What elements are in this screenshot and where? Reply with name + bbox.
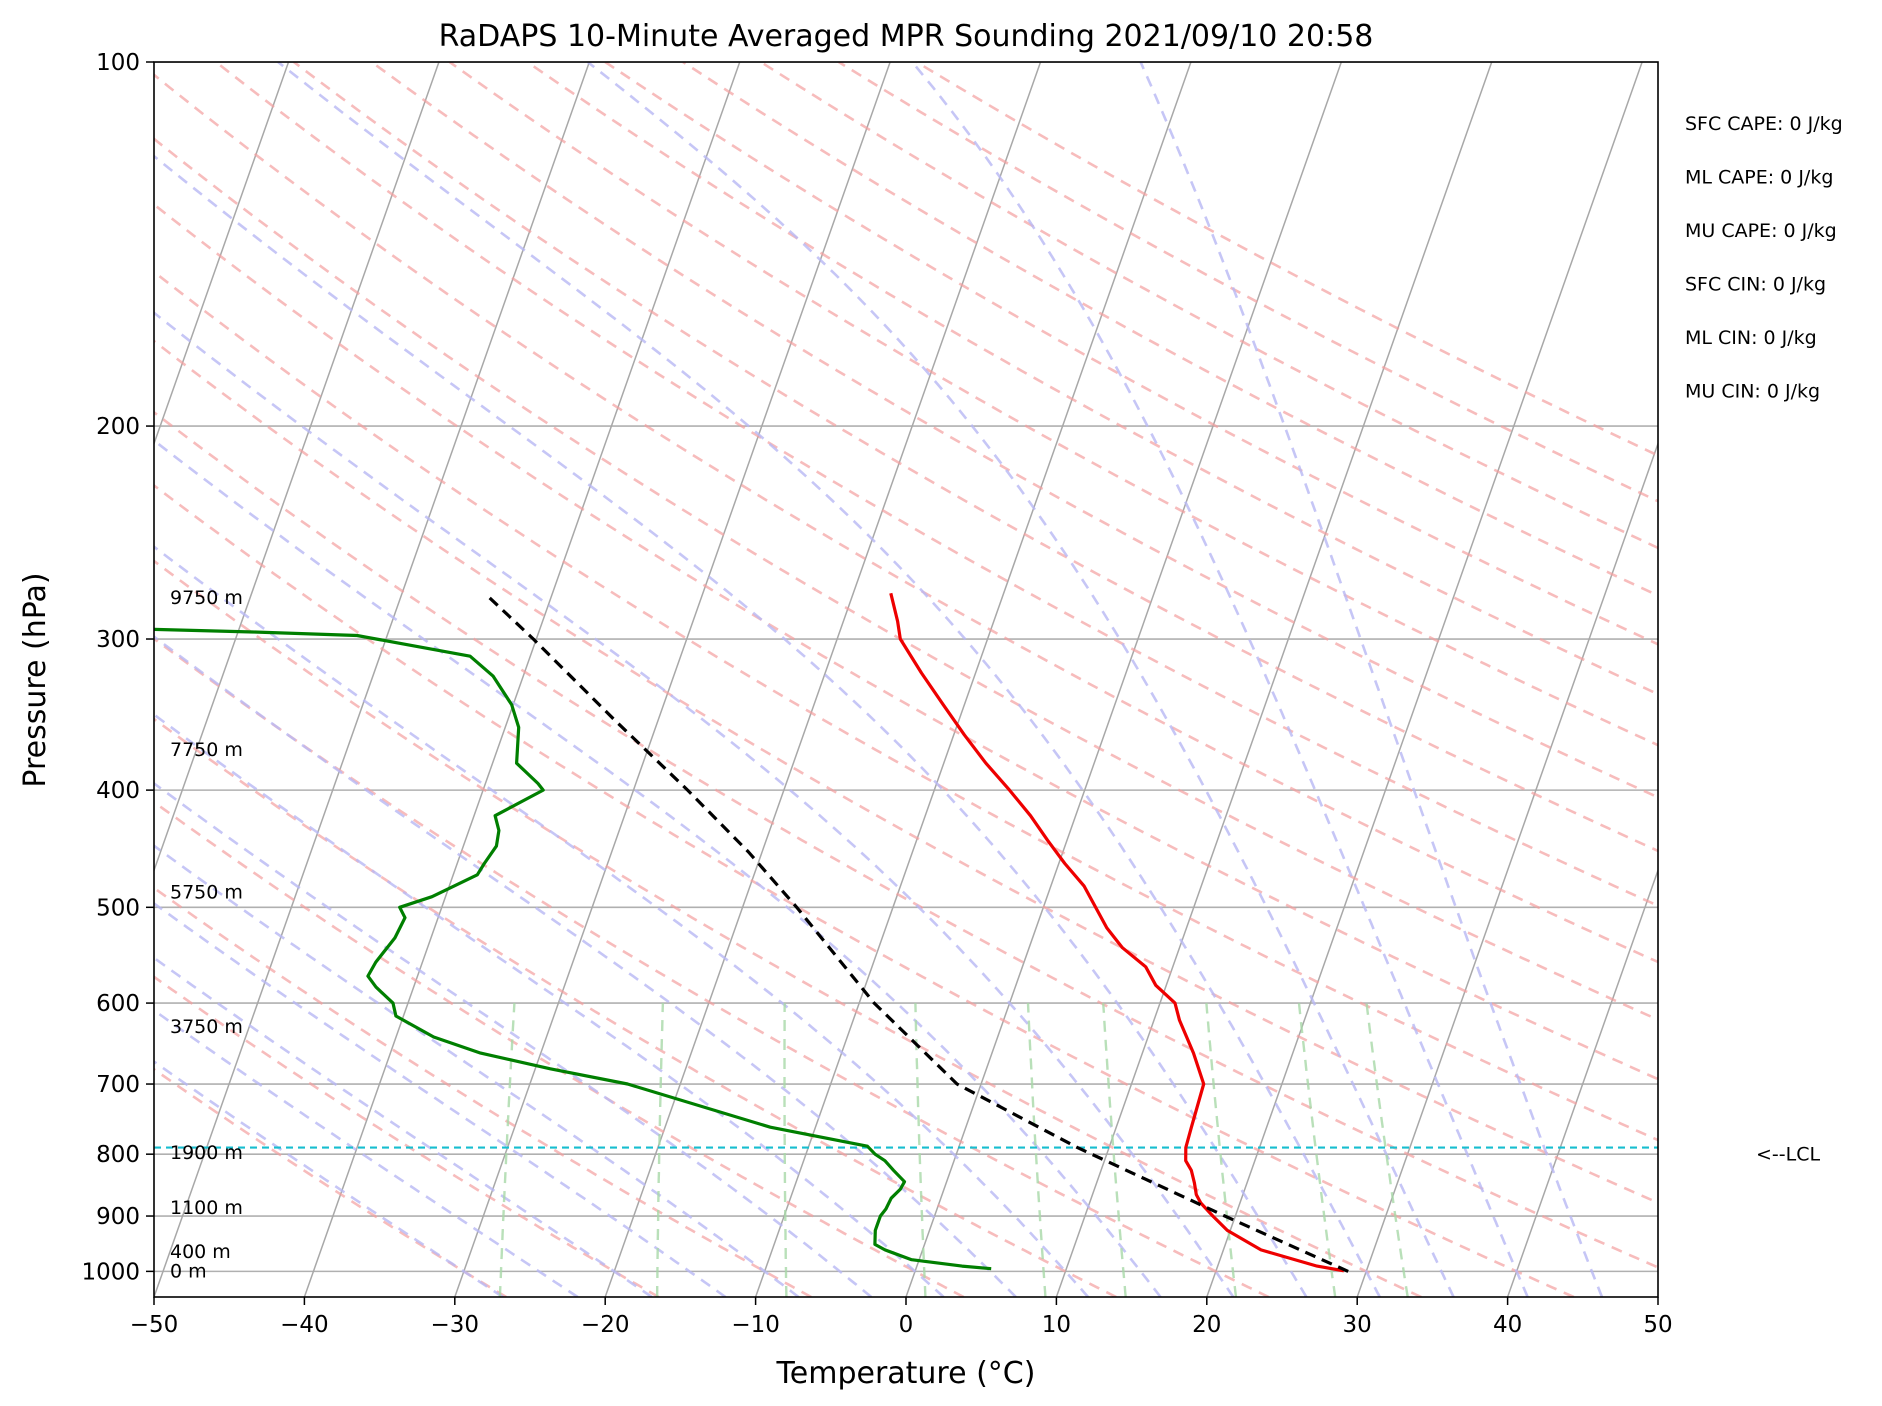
stability-index: MU CAPE: 0 J/kg — [1685, 220, 1837, 242]
isotherm-line — [303, 62, 741, 1297]
moist-adiabat-line — [1139, 62, 1604, 1297]
moist-adiabat-line — [154, 712, 945, 1297]
dry-adiabat-line — [154, 410, 1658, 1269]
dry-adiabat-line — [154, 559, 1422, 1297]
dry-adiabat-line — [154, 975, 660, 1297]
moist-adiabat-line — [154, 635, 1017, 1297]
dry-adiabat-line — [526, 62, 1658, 696]
moist-adiabat-line — [911, 62, 1529, 1297]
y-tick-label: 100 — [96, 50, 140, 76]
y-tick-label: 1000 — [81, 1259, 140, 1285]
mixing-ratio-line — [1026, 1003, 1047, 1297]
data-series — [154, 592, 1349, 1273]
x-tick-label: 10 — [1042, 1312, 1071, 1338]
x-tick-label: 0 — [899, 1312, 914, 1338]
height-label: 9750 m — [170, 587, 243, 609]
isotherm-line — [1206, 62, 1643, 1297]
isotherm-line — [154, 62, 290, 446]
y-tick-label: 500 — [96, 895, 140, 921]
dry-adiabat-line — [215, 62, 1658, 908]
isotherm-line — [1055, 62, 1493, 1297]
dry-adiabat-line — [448, 62, 1658, 747]
mixing-ratio-line — [1297, 1002, 1337, 1297]
height-label: 0 m — [170, 1260, 207, 1282]
y-tick-label: 300 — [96, 627, 140, 653]
x-tick-label: −20 — [581, 1312, 630, 1338]
moist-adiabat-line — [154, 1059, 504, 1297]
mixing-ratio-line — [1102, 1003, 1127, 1297]
x-axis-label: Temperature (°C) — [776, 1356, 1036, 1391]
isotherm-line — [754, 62, 1192, 1297]
mixing-ratio-line — [914, 1003, 927, 1297]
isotherm-line — [154, 62, 440, 873]
stability-index: MU CIN: 0 J/kg — [1685, 381, 1820, 403]
lcl-label: <--LCL — [1756, 1144, 1820, 1166]
stability-index: ML CAPE: 0 J/kg — [1685, 167, 1833, 189]
x-tick-label: −40 — [280, 1312, 329, 1338]
x-tick-label: 20 — [1192, 1312, 1221, 1338]
mixing-ratio-line — [655, 1003, 665, 1297]
isotherm-line — [1506, 868, 1658, 1297]
dry-adiabat-line — [604, 62, 1658, 646]
dry-adiabat-line — [154, 339, 1658, 1205]
y-tick-label: 600 — [96, 991, 140, 1017]
mixing-ratio-line — [498, 1003, 516, 1297]
y-tick-label: 200 — [96, 414, 140, 440]
x-tick-label: −50 — [130, 1312, 179, 1338]
moist-adiabat-line — [154, 545, 1090, 1297]
y-tick-label: 800 — [96, 1142, 140, 1168]
moist-adiabat-line — [586, 62, 1455, 1297]
y-tick-label: 900 — [96, 1204, 140, 1230]
height-label: 1100 m — [170, 1197, 243, 1219]
x-tick-label: 30 — [1343, 1312, 1372, 1338]
annotations: 9750 m 7750 m 5750 m 3750 m 1900 m 1100 m 400 … — [170, 113, 1843, 1282]
dewpoint-line — [154, 627, 992, 1271]
dry-adiabat-line — [154, 202, 1658, 1081]
isotherm-line — [454, 62, 891, 1297]
y-tick-label: 400 — [96, 778, 140, 804]
parcel-line — [483, 592, 1349, 1273]
moist-adiabat-line — [154, 956, 653, 1297]
dry-adiabat-line — [370, 62, 1658, 799]
moist-adiabat-line — [154, 901, 727, 1297]
mixing-ratio-line — [1205, 1003, 1238, 1297]
height-label: 7750 m — [170, 739, 243, 761]
moist-adiabat-line — [277, 62, 1381, 1297]
moist-adiabat-line — [154, 438, 1162, 1297]
background-lines — [154, 62, 1658, 1297]
mixing-ratio-line — [783, 1003, 788, 1297]
moist-adiabat-line — [154, 1008, 579, 1297]
dry-adiabat-line — [154, 137, 1658, 1022]
x-tick-label: −30 — [431, 1312, 480, 1338]
height-label: 400 m — [170, 1241, 231, 1263]
stability-index: SFC CIN: 0 J/kg — [1685, 274, 1826, 296]
stability-index: ML CIN: 0 J/kg — [1685, 327, 1817, 349]
height-label: 5750 m — [170, 881, 243, 903]
isotherm-line — [604, 62, 1042, 1297]
dry-adiabat-line — [154, 637, 1270, 1297]
isotherm-line — [154, 62, 591, 1297]
x-tick-label: −10 — [731, 1312, 780, 1338]
stability-index: SFC CAPE: 0 J/kg — [1685, 113, 1843, 135]
y-tick-label: 700 — [96, 1072, 140, 1098]
x-tick-label: 40 — [1493, 1312, 1522, 1338]
mixing-ratio-line — [1365, 1002, 1409, 1297]
height-label: 3750 m — [170, 1016, 243, 1038]
moist-adiabat-line — [154, 154, 1308, 1297]
moist-adiabat-line — [154, 844, 800, 1297]
temperature-line — [889, 592, 1345, 1273]
moist-adiabat-line — [154, 781, 873, 1297]
moist-adiabat-line — [154, 311, 1235, 1297]
x-tick-label: 50 — [1643, 1312, 1672, 1338]
height-label: 1900 m — [170, 1142, 243, 1164]
y-axis-label: Pressure (hPa) — [18, 572, 53, 787]
isotherm-line — [905, 62, 1343, 1297]
dry-adiabat-line — [154, 717, 1117, 1297]
dry-adiabat-line — [154, 800, 965, 1297]
dry-adiabat-line — [154, 270, 1658, 1142]
isotherm-line — [1356, 441, 1658, 1297]
chart-title: RaDAPS 10-Minute Averaged MPR Sounding 2… — [439, 19, 1374, 54]
